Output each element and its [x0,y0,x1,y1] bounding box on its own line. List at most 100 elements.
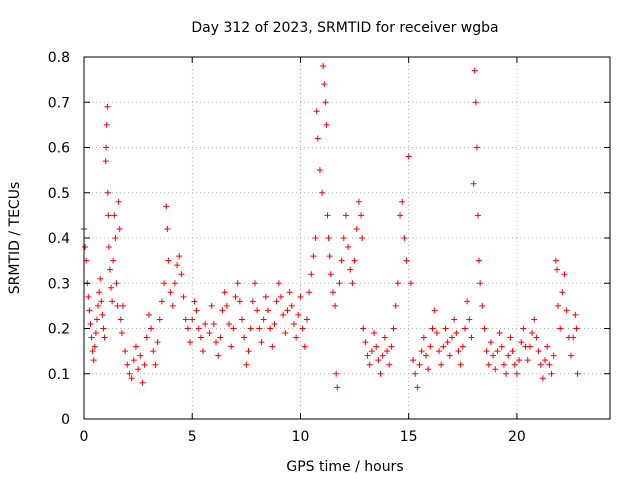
data-point [368,348,375,355]
data-point [88,334,95,341]
data-point [323,121,330,128]
data-point [113,280,120,287]
data-point [176,253,183,260]
data-point [128,375,135,382]
data-point [472,99,479,106]
data-point [264,307,271,314]
data-point [375,357,382,364]
data-point [373,343,380,350]
data-point [297,293,304,300]
data-point [353,225,360,232]
data-point [470,180,477,187]
data-point [511,361,518,368]
data-point [358,212,365,219]
y-tick-label: 0.6 [48,141,70,157]
data-point [403,257,410,264]
data-point [476,257,483,264]
data-point [95,302,102,309]
data-point [249,298,256,305]
data-point [130,357,137,364]
x-tick-label: 15 [400,429,418,445]
data-point [163,203,170,210]
y-axis: 0 0.1 0.2 0.3 0.4 0.5 0.6 0.7 0.8 [48,50,610,428]
data-point [364,352,371,359]
data-point [425,366,432,373]
data-point [154,339,161,346]
data-point [210,320,217,327]
y-tick-label: 0.2 [48,322,70,338]
data-point [319,189,326,196]
data-point [410,357,417,364]
data-point [412,370,419,377]
data-point [286,289,293,296]
x-tick-label: 10 [292,429,310,445]
data-point [101,334,108,341]
data-point [193,307,200,314]
data-point [256,325,263,332]
data-point [477,280,484,287]
data-point [114,302,121,309]
data-point [99,311,106,318]
data-point [455,348,462,355]
data-point [161,280,168,287]
data-point [366,361,373,368]
data-point [310,253,317,260]
data-point [433,330,440,337]
data-point [544,343,551,350]
x-tick-label: 20 [508,429,526,445]
data-point [143,334,150,341]
data-point [557,325,564,332]
data-point [464,298,471,305]
data-point [280,311,287,318]
data-point [500,361,507,368]
data-point [574,370,581,377]
data-point [377,370,384,377]
data-point [110,257,117,264]
data-point [189,316,196,323]
data-point [200,348,207,355]
data-point [236,298,243,305]
data-point [474,212,481,219]
y-tick-label: 0.1 [48,367,70,383]
data-point [496,330,503,337]
data-point [148,325,155,332]
data-point [245,348,252,355]
data-point [362,339,369,346]
data-point [429,325,436,332]
data-point [119,302,126,309]
y-tick-label: 0.3 [48,276,70,292]
data-point [258,339,265,346]
data-point [217,334,224,341]
data-point [102,158,109,165]
data-point [90,357,97,364]
data-point [202,320,209,327]
data-point [303,316,310,323]
data-point [316,167,323,174]
data-point [407,280,414,287]
data-point [423,352,430,359]
data-point [546,361,553,368]
y-tick-label: 0.7 [48,95,70,111]
y-tick-label: 0.5 [48,186,70,202]
x-tick-label: 5 [188,429,197,445]
data-point [86,307,93,314]
data-point [288,302,295,309]
data-point [473,144,480,151]
data-point [448,334,455,341]
data-point [325,235,332,241]
data-point [418,348,425,355]
data-point [561,271,568,278]
data-point [89,348,96,355]
data-point [241,334,248,341]
data-point [442,325,449,332]
data-point [295,311,302,318]
data-point [539,375,546,382]
data-point [392,302,399,309]
data-point [111,212,118,219]
data-point [468,334,475,341]
data-point [416,361,423,368]
data-point [93,316,100,323]
data-point [397,212,404,219]
data-point [431,307,438,314]
data-point [427,343,434,350]
